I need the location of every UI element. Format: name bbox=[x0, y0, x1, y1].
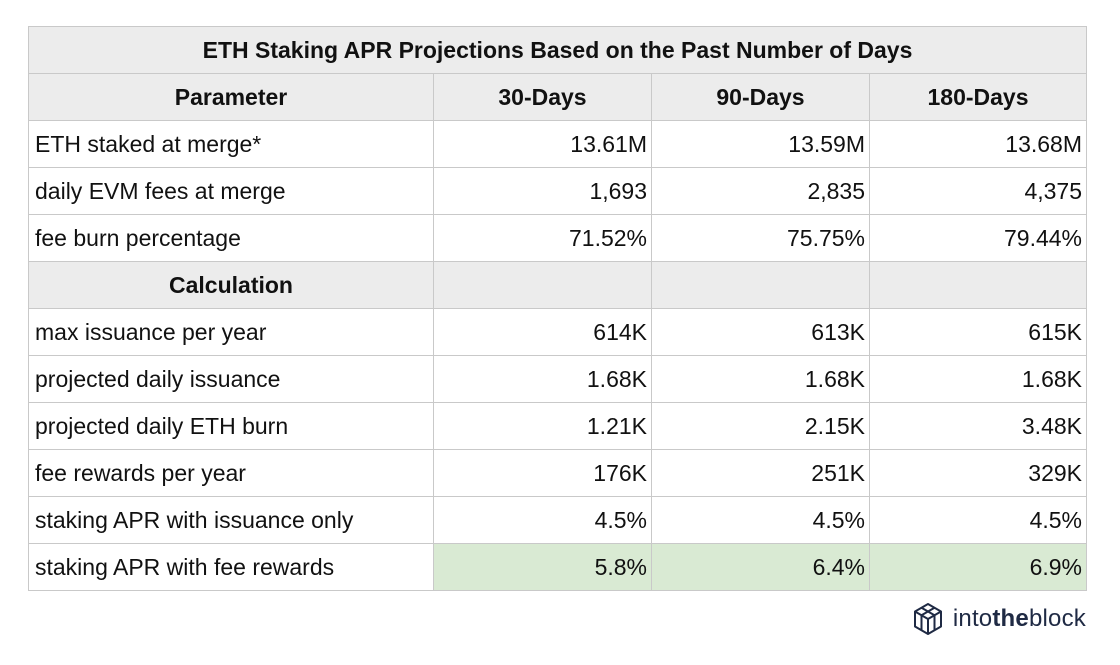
staking-apr-table: ETH Staking APR Projections Based on the… bbox=[28, 26, 1087, 591]
header-90-days: 90-Days bbox=[651, 73, 870, 121]
row-label: projected daily issuance bbox=[28, 355, 434, 403]
header-parameter: Parameter bbox=[28, 73, 434, 121]
cell-180-days: 3.48K bbox=[869, 402, 1087, 450]
row-label: daily EVM fees at merge bbox=[28, 167, 434, 215]
cell-90-days: 613K bbox=[651, 308, 870, 356]
row-label: staking APR with issuance only bbox=[28, 496, 434, 544]
logo-text-block: block bbox=[1028, 605, 1086, 632]
cell-180-days: 615K bbox=[869, 308, 1087, 356]
cell-90-days: 2,835 bbox=[651, 167, 870, 215]
section-header-row: Calculation bbox=[28, 261, 1087, 309]
section-calculation-label: Calculation bbox=[28, 261, 434, 309]
cell-90-days: 2.15K bbox=[651, 402, 870, 450]
table-row: daily EVM fees at merge 1,693 2,835 4,37… bbox=[28, 167, 1087, 215]
row-label: projected daily ETH burn bbox=[28, 402, 434, 450]
logo-wordmark: intotheblock bbox=[953, 605, 1086, 633]
cell-30-days: 1,693 bbox=[433, 167, 652, 215]
header-180-days: 180-Days bbox=[869, 73, 1087, 121]
row-label: max issuance per year bbox=[28, 308, 434, 356]
cell-30-days: 4.5% bbox=[433, 496, 652, 544]
cell-180-days: 4.5% bbox=[869, 496, 1087, 544]
cell-30-days: 176K bbox=[433, 449, 652, 497]
cell-30-days: 71.52% bbox=[433, 214, 652, 262]
cell-30-days: 13.61M bbox=[433, 120, 652, 168]
table-row: projected daily ETH burn 1.21K 2.15K 3.4… bbox=[28, 402, 1087, 450]
cell-180-days: 79.44% bbox=[869, 214, 1087, 262]
highlighted-row: staking APR with fee rewards 5.8% 6.4% 6… bbox=[28, 543, 1087, 591]
intotheblock-logo: intotheblock bbox=[911, 602, 1086, 636]
section-empty-cell bbox=[433, 261, 652, 309]
cell-90-days: 4.5% bbox=[651, 496, 870, 544]
table-row: staking APR with issuance only 4.5% 4.5%… bbox=[28, 496, 1087, 544]
cell-180-days: 329K bbox=[869, 449, 1087, 497]
cell-30-days: 614K bbox=[433, 308, 652, 356]
cell-30-days: 5.8% bbox=[433, 543, 652, 591]
table-row: fee burn percentage 71.52% 75.75% 79.44% bbox=[28, 214, 1087, 262]
cell-180-days: 1.68K bbox=[869, 355, 1087, 403]
cell-180-days: 13.68M bbox=[869, 120, 1087, 168]
table-row: fee rewards per year 176K 251K 329K bbox=[28, 449, 1087, 497]
cell-180-days: 6.9% bbox=[869, 543, 1087, 591]
cell-30-days: 1.68K bbox=[433, 355, 652, 403]
cell-90-days: 6.4% bbox=[651, 543, 870, 591]
section-empty-cell bbox=[651, 261, 870, 309]
header-row: Parameter 30-Days 90-Days 180-Days bbox=[28, 73, 1087, 121]
cell-90-days: 1.68K bbox=[651, 355, 870, 403]
row-label: fee burn percentage bbox=[28, 214, 434, 262]
cell-90-days: 13.59M bbox=[651, 120, 870, 168]
cube-network-icon bbox=[913, 603, 942, 635]
cell-90-days: 251K bbox=[651, 449, 870, 497]
cell-180-days: 4,375 bbox=[869, 167, 1087, 215]
row-label: staking APR with fee rewards bbox=[28, 543, 434, 591]
logo-text-into: into bbox=[952, 605, 993, 632]
table-row: projected daily issuance 1.68K 1.68K 1.6… bbox=[28, 355, 1087, 403]
table-row: ETH staked at merge* 13.61M 13.59M 13.68… bbox=[28, 120, 1087, 168]
table-row: max issuance per year 614K 613K 615K bbox=[28, 308, 1087, 356]
cell-30-days: 1.21K bbox=[433, 402, 652, 450]
header-30-days: 30-Days bbox=[433, 73, 652, 121]
section-empty-cell bbox=[869, 261, 1087, 309]
table-title: ETH Staking APR Projections Based on the… bbox=[28, 26, 1087, 74]
cell-90-days: 75.75% bbox=[651, 214, 870, 262]
row-label: fee rewards per year bbox=[28, 449, 434, 497]
row-label: ETH staked at merge* bbox=[28, 120, 434, 168]
logo-text-the: the bbox=[992, 605, 1029, 632]
